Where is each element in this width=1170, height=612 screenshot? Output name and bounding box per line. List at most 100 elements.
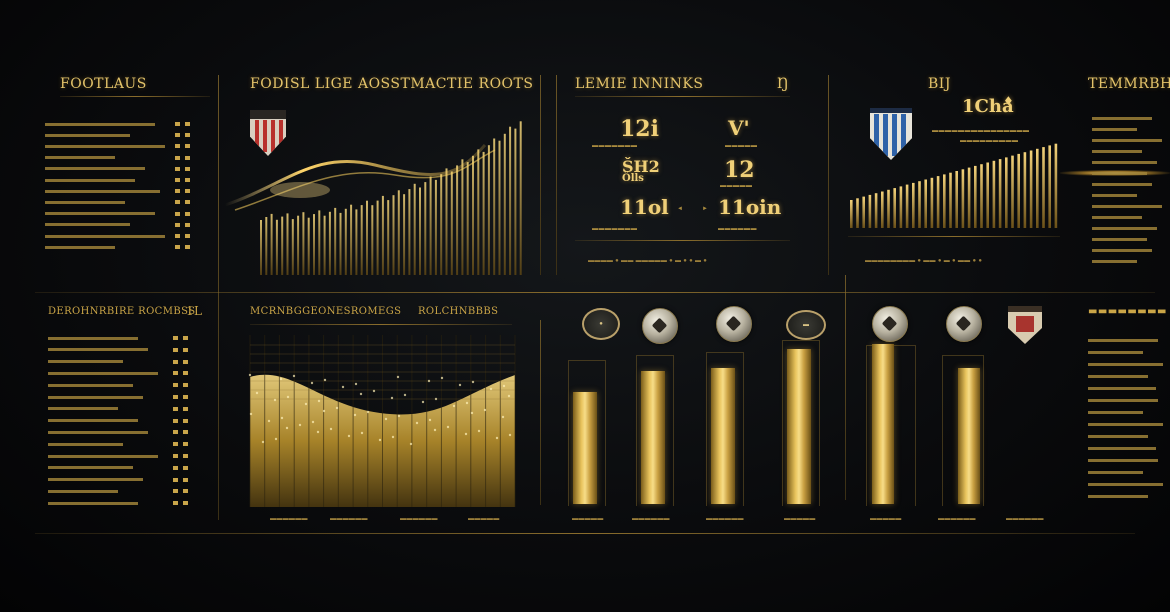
soccer-ball-icon bbox=[946, 306, 982, 342]
ramp-bar bbox=[974, 165, 977, 228]
sparkle bbox=[465, 401, 469, 405]
ramp-bar bbox=[1005, 157, 1008, 228]
divider-line bbox=[218, 75, 219, 520]
sparkle bbox=[421, 400, 425, 404]
divider-line bbox=[828, 75, 829, 275]
list-item bbox=[45, 211, 190, 216]
wave-bar bbox=[355, 209, 358, 275]
wave-bar bbox=[350, 204, 353, 275]
sparkle bbox=[274, 437, 278, 441]
wave-bar bbox=[472, 155, 474, 275]
ramp-bar bbox=[1011, 155, 1014, 228]
wave-bar bbox=[419, 187, 421, 275]
ramp-bar bbox=[856, 198, 859, 228]
sparkle bbox=[255, 391, 259, 395]
sparkle bbox=[471, 380, 475, 384]
list-item bbox=[48, 371, 188, 376]
glow-spot bbox=[270, 182, 330, 198]
sparkle bbox=[507, 394, 511, 398]
list-item bbox=[1088, 398, 1158, 402]
sparkle bbox=[470, 411, 474, 415]
list-item bbox=[1092, 171, 1147, 175]
wave-bar bbox=[482, 151, 485, 275]
wave-bar bbox=[313, 214, 315, 275]
wave-bar bbox=[291, 219, 294, 275]
wave-bar bbox=[260, 220, 262, 275]
wave-bar bbox=[403, 194, 406, 275]
sparkle bbox=[390, 396, 394, 400]
bar-frame bbox=[942, 355, 984, 506]
list-item bbox=[1092, 259, 1137, 263]
list-item bbox=[48, 359, 188, 364]
wave-bar bbox=[281, 216, 284, 275]
wave-bar bbox=[302, 212, 305, 275]
sparkle bbox=[508, 433, 512, 437]
divider-line bbox=[540, 75, 541, 275]
divider-line bbox=[845, 275, 846, 500]
sparkle bbox=[489, 387, 493, 391]
list-item bbox=[45, 178, 190, 182]
footer-caption: ▬▬▬▬▬▬ bbox=[706, 516, 744, 522]
wave-bar bbox=[339, 212, 342, 275]
bar-frame bbox=[706, 352, 744, 506]
sparkle bbox=[304, 402, 308, 406]
club-crest-icon bbox=[1008, 306, 1042, 344]
list-item bbox=[1088, 434, 1148, 438]
wave-bar bbox=[392, 195, 395, 275]
divider-line bbox=[556, 75, 557, 275]
panel-title-bottom-center: MCRNBGGEONESROMEGS bbox=[250, 306, 402, 317]
stat-sublabel: Ölls bbox=[622, 173, 644, 184]
list-item bbox=[48, 442, 188, 447]
divider-line bbox=[848, 236, 1060, 237]
footer-caption: ▬▬▬▬▬ bbox=[784, 516, 816, 522]
sparkle bbox=[316, 430, 320, 434]
wave-line bbox=[224, 144, 487, 207]
wave-bar bbox=[487, 145, 490, 275]
arrow-icon: ◄ bbox=[677, 206, 684, 212]
stat-value: 12 bbox=[724, 157, 755, 183]
list-item bbox=[1088, 494, 1148, 498]
stat-value: 11oin bbox=[718, 195, 782, 219]
wave-bar bbox=[360, 205, 363, 275]
wave-bar bbox=[265, 217, 268, 275]
sparkle bbox=[372, 389, 376, 393]
stat-caption: ▬▬▬▬▬▬ bbox=[718, 226, 757, 232]
panel-title-bottom-left: DEROHNRBIRE ROCMBSS bbox=[48, 306, 196, 317]
divider-line bbox=[250, 324, 512, 325]
wave-bar bbox=[344, 208, 347, 275]
list-item bbox=[45, 245, 190, 250]
wave-bar bbox=[509, 126, 512, 275]
list-item bbox=[1088, 422, 1163, 426]
stat-value: V' bbox=[728, 116, 750, 140]
wave-bar bbox=[493, 138, 496, 275]
sparkle bbox=[415, 421, 419, 425]
ramp-bar bbox=[930, 177, 934, 228]
wave-bar bbox=[477, 149, 480, 275]
ramp-bars-chart bbox=[850, 143, 1058, 228]
headline-mark: ♦ bbox=[1003, 94, 1014, 108]
wave-bar bbox=[387, 200, 390, 275]
sparkle bbox=[335, 406, 339, 410]
wave-bar bbox=[424, 182, 427, 275]
sparkle bbox=[495, 436, 499, 440]
soccer-ball-icon bbox=[642, 308, 678, 344]
sparkle bbox=[249, 412, 253, 416]
divider-line bbox=[575, 96, 790, 97]
footer-caption: ▬▬▬▬▬▬ bbox=[330, 516, 368, 522]
ramp-bar bbox=[905, 184, 909, 228]
ramp-bar bbox=[874, 193, 878, 228]
list-item bbox=[1092, 237, 1147, 241]
bar-frame bbox=[636, 355, 674, 506]
panel-title-far-right: TEMMRBHNGRAN bbox=[1088, 76, 1170, 92]
sparkle bbox=[409, 442, 413, 446]
divider-line bbox=[35, 292, 1155, 293]
sparkle bbox=[446, 425, 450, 429]
list-item bbox=[1088, 470, 1143, 474]
list-item bbox=[48, 395, 188, 399]
footer-caption: ▬▬▬▬▬ bbox=[572, 516, 604, 522]
sparkle bbox=[279, 377, 283, 381]
ramp-bar bbox=[986, 162, 989, 228]
list-item bbox=[1092, 160, 1157, 164]
sparkle bbox=[322, 409, 326, 413]
